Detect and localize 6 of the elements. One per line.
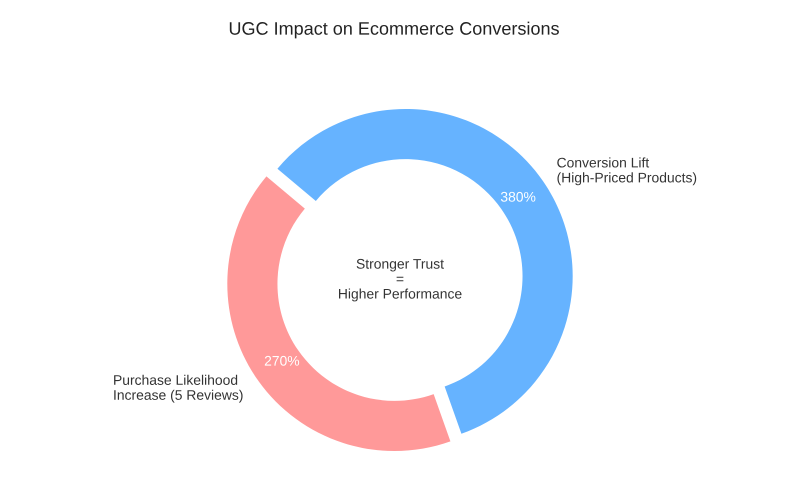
slice-label: Purchase Likelihood Increase (5 Reviews) bbox=[114, 374, 243, 403]
chart-title: UGC Impact on Ecommerce Conversions bbox=[230, 22, 559, 38]
data-label: 380% bbox=[500, 192, 536, 202]
text: Stronger Trust = Higher Performance bbox=[339, 258, 462, 302]
slice-label: Conversion Lift (High-Priced Products) bbox=[557, 157, 696, 186]
data-label: 270% bbox=[264, 356, 300, 366]
